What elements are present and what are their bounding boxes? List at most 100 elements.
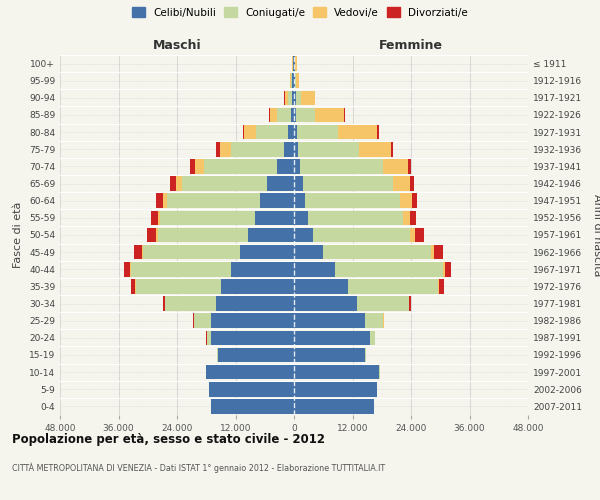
Bar xyxy=(217,348,294,362)
Bar xyxy=(267,176,294,191)
Bar xyxy=(241,245,294,260)
Bar xyxy=(216,296,294,311)
Bar xyxy=(207,330,294,345)
Bar xyxy=(294,125,379,140)
Bar xyxy=(294,314,365,328)
Text: Maschi: Maschi xyxy=(152,38,202,52)
Bar xyxy=(294,330,375,345)
Bar xyxy=(294,142,391,156)
Bar xyxy=(294,194,305,208)
Bar xyxy=(211,330,294,345)
Bar xyxy=(294,142,359,156)
Bar xyxy=(294,108,315,122)
Bar xyxy=(151,210,294,225)
Bar xyxy=(294,176,393,191)
Bar xyxy=(294,125,377,140)
Bar xyxy=(294,245,431,260)
Bar xyxy=(294,194,412,208)
Bar xyxy=(294,74,296,88)
Bar xyxy=(294,365,380,380)
Bar xyxy=(194,314,294,328)
Bar xyxy=(217,348,294,362)
Bar xyxy=(294,262,445,276)
Text: Femmine: Femmine xyxy=(379,38,443,52)
Bar xyxy=(294,159,383,174)
Bar xyxy=(294,279,439,293)
Bar xyxy=(294,125,297,140)
Bar xyxy=(294,245,434,260)
Bar xyxy=(292,74,294,88)
Bar xyxy=(230,142,294,156)
Bar xyxy=(294,228,415,242)
Bar xyxy=(294,348,365,362)
Bar xyxy=(294,314,383,328)
Bar xyxy=(294,56,295,71)
Bar xyxy=(285,90,294,105)
Bar xyxy=(294,279,443,293)
Bar xyxy=(294,210,403,225)
Bar xyxy=(294,348,366,362)
Bar xyxy=(294,56,296,71)
Bar xyxy=(131,279,294,293)
Bar xyxy=(124,262,294,276)
Bar xyxy=(294,399,374,413)
Bar xyxy=(294,90,301,105)
Bar xyxy=(193,314,294,328)
Bar xyxy=(294,159,301,174)
Bar xyxy=(294,296,411,311)
Bar xyxy=(294,210,410,225)
Y-axis label: Fasce di età: Fasce di età xyxy=(13,202,23,268)
Bar xyxy=(294,296,409,311)
Bar xyxy=(294,228,424,242)
Bar xyxy=(294,382,377,396)
Bar xyxy=(294,262,443,276)
Bar xyxy=(294,330,370,345)
Bar xyxy=(294,90,316,105)
Bar xyxy=(292,74,294,88)
Bar xyxy=(294,262,335,276)
Bar xyxy=(230,262,294,276)
Bar xyxy=(294,56,296,71)
Bar xyxy=(209,382,294,396)
Bar xyxy=(143,245,294,260)
Bar xyxy=(294,348,366,362)
Bar xyxy=(130,262,294,276)
Bar xyxy=(294,245,323,260)
Bar xyxy=(147,228,294,242)
Bar xyxy=(294,279,438,293)
Bar xyxy=(292,90,294,105)
Bar xyxy=(294,296,358,311)
Bar xyxy=(142,245,294,260)
Bar xyxy=(294,74,299,88)
Bar xyxy=(211,399,294,413)
Bar xyxy=(294,74,295,88)
Bar xyxy=(176,176,294,191)
Bar xyxy=(294,108,296,122)
Bar xyxy=(294,382,377,396)
Bar xyxy=(244,125,294,140)
Bar xyxy=(294,296,409,311)
Bar xyxy=(255,210,294,225)
Bar xyxy=(209,382,294,396)
Bar xyxy=(163,296,294,311)
Bar xyxy=(211,399,294,413)
Bar xyxy=(248,228,294,242)
Bar xyxy=(167,194,294,208)
Bar xyxy=(194,314,294,328)
Bar xyxy=(294,365,379,380)
Bar xyxy=(294,159,411,174)
Bar xyxy=(294,365,380,380)
Bar xyxy=(209,382,294,396)
Bar xyxy=(156,194,294,208)
Bar xyxy=(136,279,294,293)
Bar xyxy=(294,108,344,122)
Bar xyxy=(164,296,294,311)
Bar xyxy=(277,159,294,174)
Bar xyxy=(206,365,294,380)
Bar xyxy=(294,399,374,413)
Bar xyxy=(294,330,376,345)
Bar xyxy=(287,90,294,105)
Bar xyxy=(294,125,338,140)
Bar xyxy=(294,399,374,413)
Bar xyxy=(211,399,294,413)
